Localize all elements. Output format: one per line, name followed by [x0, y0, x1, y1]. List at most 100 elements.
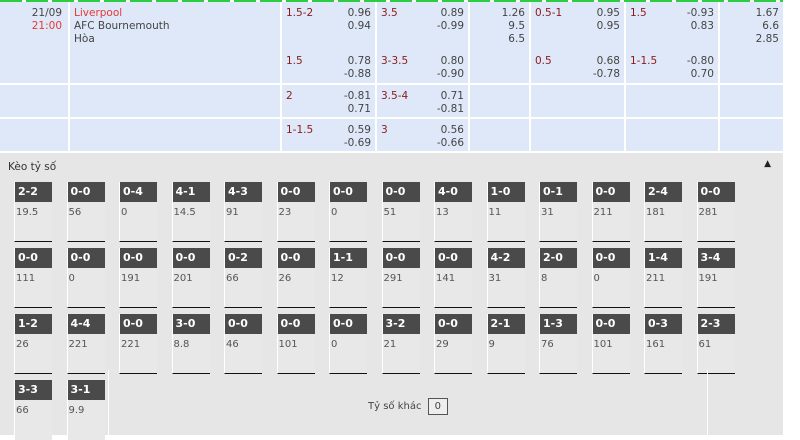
- score-cell[interactable]: 0-0 281: [696, 182, 735, 242]
- other-score-value[interactable]: 0: [427, 398, 449, 415]
- hdp1h-cell[interactable]: [531, 119, 626, 151]
- odds-value[interactable]: 0.71: [440, 90, 464, 102]
- ou1h-cell[interactable]: 1-1.5 -0.80 0.70: [626, 50, 720, 83]
- ou-cell[interactable]: 3-3.5 0.80 -0.90: [377, 50, 470, 83]
- odds-value[interactable]: 0.71: [347, 103, 371, 115]
- score-cell[interactable]: 0-0 221: [119, 314, 157, 374]
- score-cell[interactable]: 0-0 29: [434, 314, 472, 374]
- odds-value[interactable]: -0.80: [686, 55, 714, 67]
- score-cell[interactable]: 0-0 26: [276, 248, 315, 308]
- score-cell[interactable]: 0-4 0: [119, 182, 157, 242]
- score-cell[interactable]: 3-2 21: [381, 314, 420, 374]
- odds-value[interactable]: 0.94: [347, 20, 371, 32]
- odds-value[interactable]: 0.89: [440, 7, 464, 19]
- score-cell[interactable]: 0-0 0: [66, 248, 105, 308]
- x12-cell[interactable]: [470, 85, 531, 117]
- odds-value[interactable]: 6.6: [762, 20, 779, 32]
- score-cell[interactable]: 3-3 66: [14, 380, 52, 440]
- odds-value[interactable]: -0.88: [343, 68, 371, 80]
- hdp1h-cell[interactable]: [531, 85, 626, 117]
- hdp1h-cell[interactable]: 0.5-1 0.95 0.95: [531, 2, 626, 50]
- score-cell[interactable]: 0-0 111: [14, 248, 52, 308]
- hdp1h-cell[interactable]: 0.5 0.68 -0.78: [531, 50, 626, 83]
- ou1h-cell[interactable]: [626, 85, 720, 117]
- odds-value[interactable]: 0.96: [347, 7, 371, 19]
- ou1h-cell[interactable]: [626, 119, 720, 151]
- odds-value[interactable]: 0.68: [596, 55, 620, 67]
- x121h-cell[interactable]: [720, 50, 783, 83]
- score-cell[interactable]: 0-0 0: [329, 314, 367, 374]
- odds-value[interactable]: 0.83: [690, 20, 714, 32]
- score-cell[interactable]: 4-4 221: [66, 314, 105, 374]
- odds-value[interactable]: 0.95: [596, 7, 620, 19]
- score-cell[interactable]: 1-4 211: [644, 248, 682, 308]
- x121h-cell[interactable]: [720, 119, 783, 151]
- score-cell[interactable]: 0-0 101: [276, 314, 315, 374]
- x12-cell[interactable]: [470, 119, 531, 151]
- x12-cell[interactable]: 1.26 9.5 6.5: [470, 2, 531, 50]
- score-cell[interactable]: 4-0 13: [434, 182, 472, 242]
- odds-value[interactable]: 0.56: [440, 124, 464, 136]
- odds-value[interactable]: 1.26: [501, 7, 525, 19]
- score-cell[interactable]: 2-0 8: [539, 248, 577, 308]
- odds-value[interactable]: 0.80: [440, 55, 464, 67]
- score-cell[interactable]: 0-1 31: [539, 182, 577, 242]
- score-cell[interactable]: 0-2 66: [224, 248, 262, 308]
- score-cell[interactable]: 1-1 12: [329, 248, 367, 308]
- hdp-cell[interactable]: 1.5-2 0.96 0.94: [282, 2, 377, 50]
- score-cell[interactable]: 4-1 14.5: [171, 182, 210, 242]
- odds-value[interactable]: 0.70: [690, 68, 714, 80]
- odds-value[interactable]: -0.99: [436, 20, 464, 32]
- score-cell[interactable]: 0-0 23: [276, 182, 315, 242]
- x121h-cell[interactable]: 1.67 6.6 2.85: [720, 2, 783, 50]
- odds-value[interactable]: 2.85: [755, 33, 779, 45]
- score-cell[interactable]: 0-0 0: [329, 182, 367, 242]
- odds-value[interactable]: 0.78: [347, 55, 371, 67]
- score-cell[interactable]: 0-0 141: [434, 248, 472, 308]
- hdp-cell[interactable]: 1.5 0.78 -0.88: [282, 50, 377, 83]
- odds-value[interactable]: 1.67: [755, 7, 779, 19]
- odds-value[interactable]: -0.66: [436, 137, 464, 149]
- score-cell[interactable]: 3-4 191: [696, 248, 735, 308]
- odds-value[interactable]: -0.81: [436, 103, 464, 115]
- score-cell[interactable]: 0-0 46: [224, 314, 262, 374]
- ou1h-cell[interactable]: 1.5 -0.93 0.83: [626, 2, 720, 50]
- ou-cell[interactable]: 3 0.56 -0.66: [377, 119, 470, 151]
- score-cell[interactable]: 0-0 291: [381, 248, 420, 308]
- score-cell[interactable]: 2-3 61: [696, 314, 735, 374]
- score-cell[interactable]: 1-2 26: [14, 314, 52, 374]
- score-cell[interactable]: 4-3 91: [224, 182, 262, 242]
- caret-up-icon[interactable]: ▲: [764, 159, 771, 169]
- score-cell[interactable]: 0-0 101: [591, 314, 630, 374]
- score-cell[interactable]: 4-2 31: [486, 248, 525, 308]
- score-cell[interactable]: 0-0 56: [66, 182, 105, 242]
- score-cell[interactable]: 1-0 11: [486, 182, 525, 242]
- score-cell[interactable]: 0-3 161: [644, 314, 682, 374]
- odds-value[interactable]: 0.95: [596, 20, 620, 32]
- score-cell[interactable]: 2-4 181: [644, 182, 682, 242]
- odds-value[interactable]: -0.93: [686, 7, 714, 19]
- score-cell[interactable]: 2-2 19.5: [14, 182, 52, 242]
- odds-value[interactable]: 6.5: [508, 33, 525, 45]
- score-cell[interactable]: 3-1 9.9: [66, 380, 105, 440]
- hdp-cell[interactable]: 2 -0.81 0.71: [282, 85, 377, 117]
- ou-cell[interactable]: 3.5-4 0.71 -0.81: [377, 85, 470, 117]
- score-cell[interactable]: 0-0 191: [119, 248, 157, 308]
- ou-cell[interactable]: 3.5 0.89 -0.99: [377, 2, 470, 50]
- score-cell[interactable]: 0-0 211: [591, 182, 630, 242]
- odds-value[interactable]: -0.90: [436, 68, 464, 80]
- score-cell[interactable]: 0-0 51: [381, 182, 420, 242]
- x12-cell[interactable]: [470, 50, 531, 83]
- hdp-cell[interactable]: 1-1.5 0.59 -0.69: [282, 119, 377, 151]
- score-cell[interactable]: 2-1 9: [486, 314, 525, 374]
- odds-value[interactable]: -0.78: [592, 68, 620, 80]
- score-cell[interactable]: 3-0 8.8: [171, 314, 210, 374]
- odds-value[interactable]: 0.59: [347, 124, 371, 136]
- odds-value[interactable]: 9.5: [508, 20, 525, 32]
- odds-value[interactable]: -0.69: [343, 137, 371, 149]
- score-cell[interactable]: 1-3 76: [539, 314, 577, 374]
- odds-value[interactable]: -0.81: [343, 90, 371, 102]
- x121h-cell[interactable]: [720, 85, 783, 117]
- score-cell[interactable]: 0-0 0: [591, 248, 630, 308]
- score-cell[interactable]: 0-0 201: [171, 248, 210, 308]
